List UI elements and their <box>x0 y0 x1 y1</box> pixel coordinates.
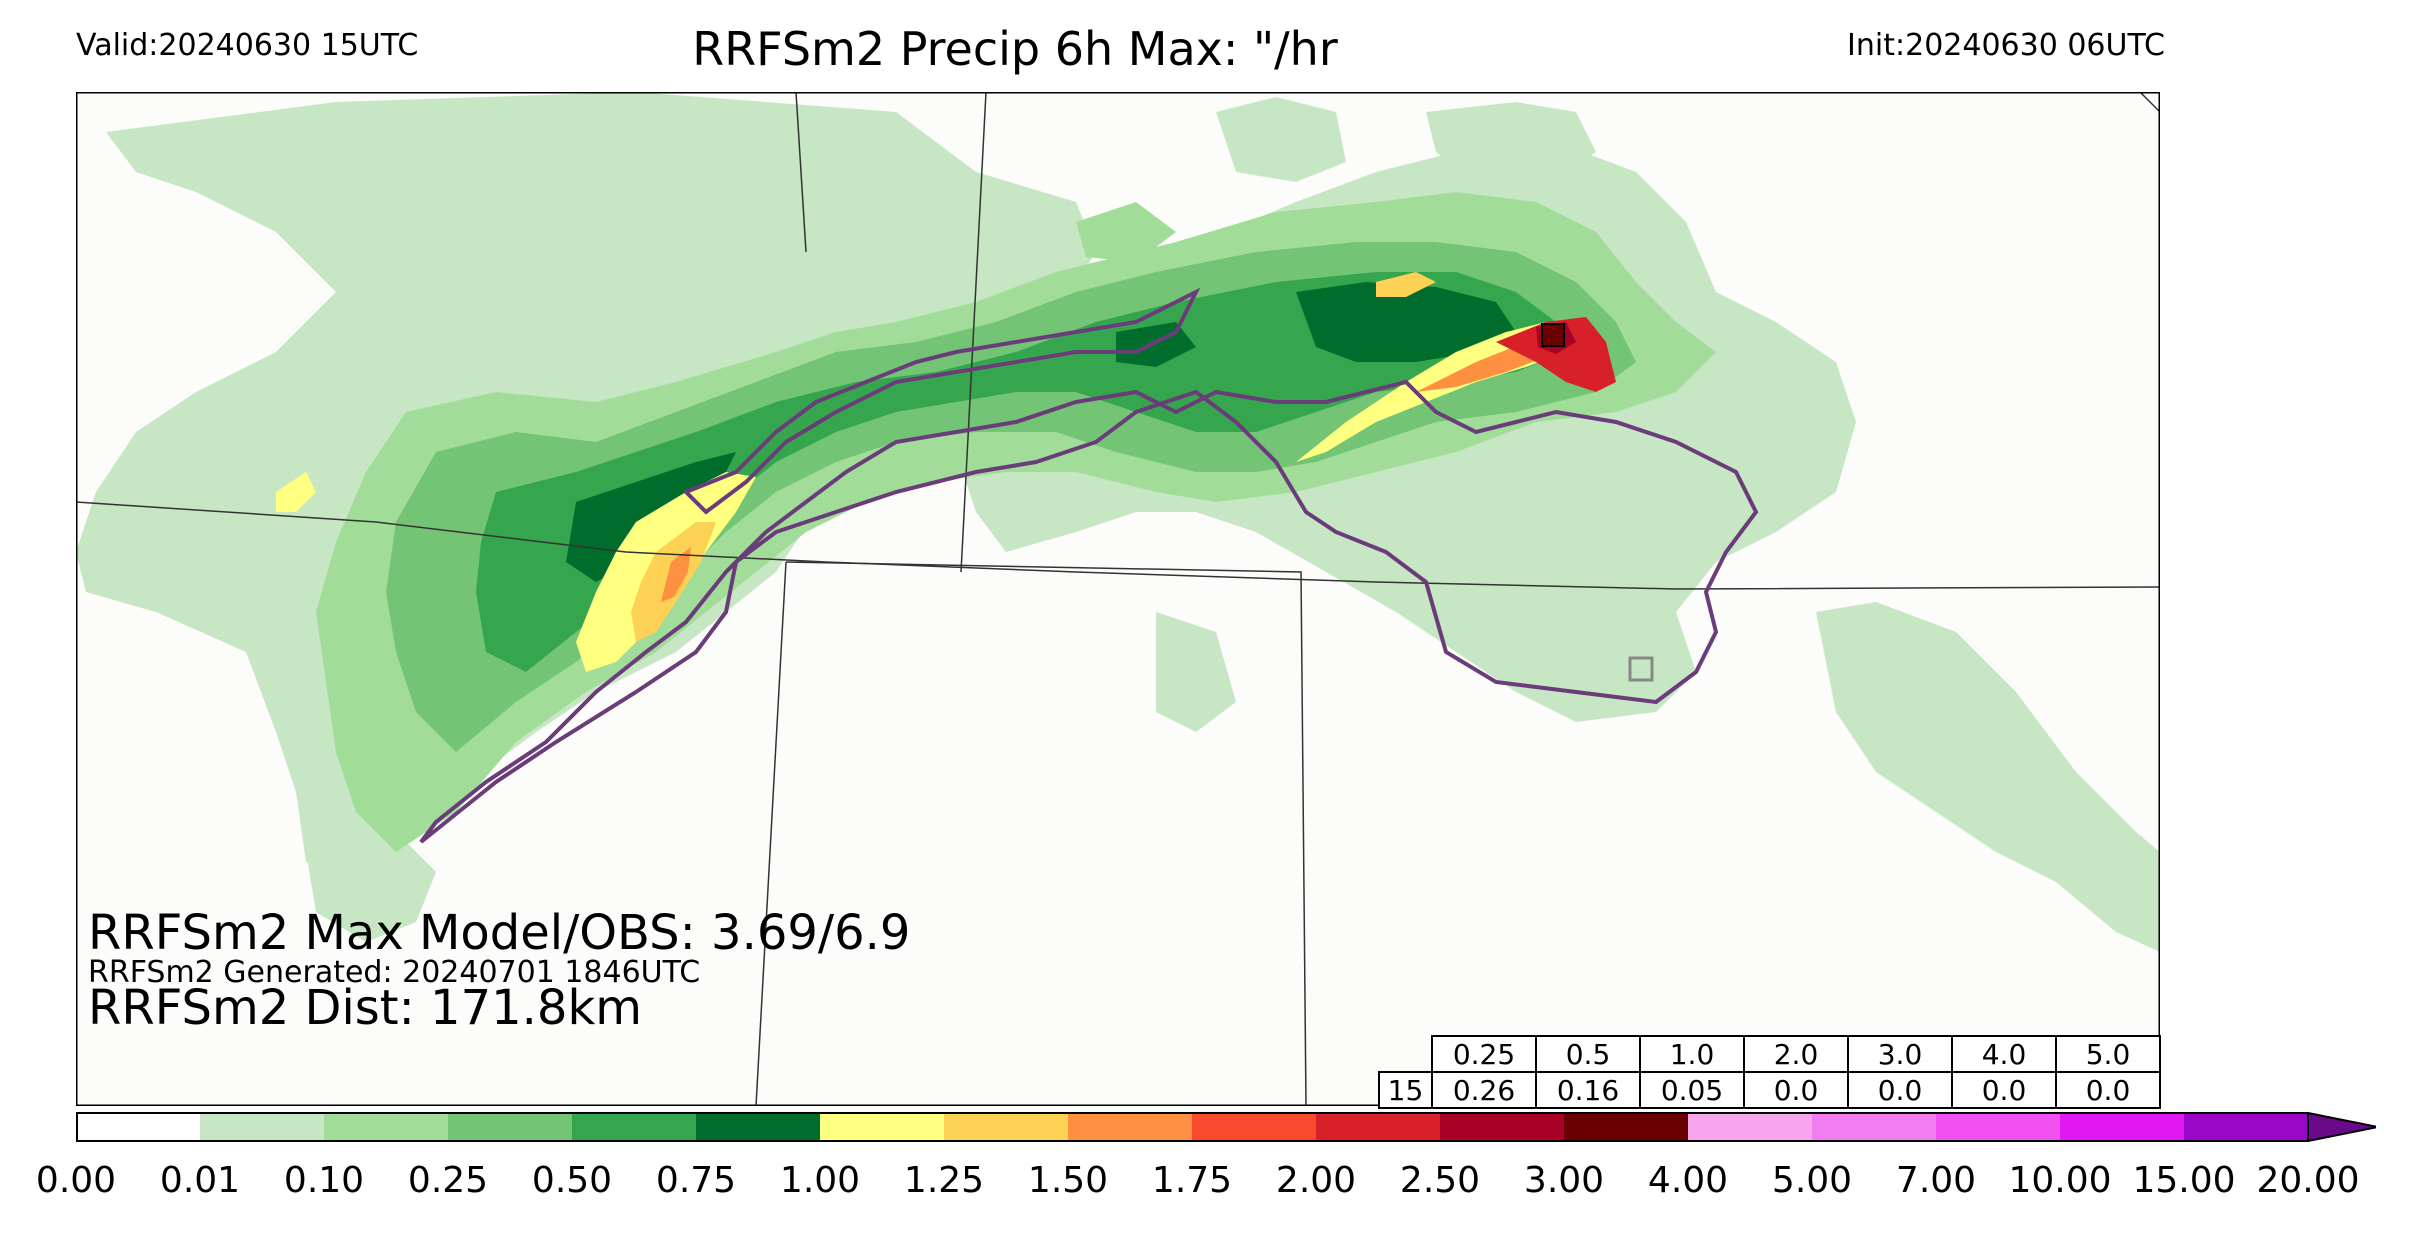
colorbar-tick-label: 0.75 <box>655 1160 737 1201</box>
init-time-label: Init:20240630 06UTC <box>1847 28 2165 63</box>
colorbar-segment <box>1812 1113 1936 1141</box>
obs-outline <box>419 287 1759 844</box>
colorbar-segment <box>1068 1113 1192 1141</box>
value-cell: 0.0 <box>2055 1071 2161 1109</box>
colorbar-segment <box>944 1113 1068 1141</box>
value-cell: 0.0 <box>1951 1071 2057 1109</box>
colorbar-segment <box>820 1113 944 1141</box>
row-label-cell: 15 <box>1378 1071 1433 1109</box>
value-cell: 0.0 <box>1847 1071 1953 1109</box>
threshold-cell: 4.0 <box>1951 1035 2057 1073</box>
precip-map[interactable] <box>76 92 2160 1106</box>
colorbar-segment <box>696 1113 820 1141</box>
threshold-header-row: 0.25 0.5 1.0 2.0 3.0 4.0 5.0 <box>1379 1035 2161 1073</box>
threshold-value-row: 15 0.26 0.16 0.05 0.0 0.0 0.0 0.0 <box>1378 1071 2161 1109</box>
map-title: RRFSm2 Precip 6h Max: "/hr <box>692 22 1338 76</box>
colorbar-tick-label: 0.25 <box>407 1160 489 1201</box>
colorbar-tick-label: 10.00 <box>2008 1160 2112 1201</box>
max-obs-marker <box>1628 656 1654 682</box>
threshold-cell: 5.0 <box>2055 1035 2161 1073</box>
colorbar <box>76 1112 2376 1142</box>
colorbar-segment <box>1192 1113 1316 1141</box>
map-frame <box>76 92 2160 1106</box>
colorbar-tick-label: 4.00 <box>1647 1160 1729 1201</box>
colorbar-tick-label: 5.00 <box>1771 1160 1853 1201</box>
colorbar-segment <box>1688 1113 1812 1141</box>
colorbar-tick-label: 0.10 <box>283 1160 365 1201</box>
max-model-obs-label: RRFSm2 Max Model/OBS: 3.69/6.9 <box>88 905 911 961</box>
colorbar-segment <box>1440 1113 1564 1141</box>
colorbar-tick-label: 2.50 <box>1399 1160 1481 1201</box>
colorbar-tick-label: 0.00 <box>35 1160 117 1201</box>
colorbar-tick-label: 7.00 <box>1895 1160 1977 1201</box>
threshold-cell: 0.25 <box>1431 1035 1537 1073</box>
colorbar-segment <box>1316 1113 1440 1141</box>
colorbar-tick-label: 3.00 <box>1523 1160 1605 1201</box>
colorbar-segment <box>1564 1113 1688 1141</box>
value-cell: 0.26 <box>1431 1071 1537 1109</box>
valid-time-label: Valid:20240630 15UTC <box>76 28 419 63</box>
colorbar-segment <box>2184 1113 2308 1141</box>
colorbar-frame <box>76 1112 2309 1142</box>
colorbar-tick-label: 1.75 <box>1151 1160 1233 1201</box>
value-cell: 0.16 <box>1535 1071 1641 1109</box>
value-cell: 0.0 <box>1743 1071 1849 1109</box>
colorbar-segment <box>200 1113 324 1141</box>
generated-label: RRFSm2 Generated: 20240701 1846UTC <box>88 955 701 990</box>
colorbar-tick-label: 20.00 <box>2256 1160 2360 1201</box>
distance-label: RRFSm2 Dist: 171.8km <box>88 980 643 1036</box>
colorbar-tick-label: 0.01 <box>159 1160 241 1201</box>
colorbar-extend-arrow <box>2307 1112 2376 1142</box>
colorbar-tick-label: 15.00 <box>2132 1160 2236 1201</box>
threshold-cell: 2.0 <box>1743 1035 1849 1073</box>
colorbar-tick-label: 1.00 <box>779 1160 861 1201</box>
value-cell: 0.05 <box>1639 1071 1745 1109</box>
threshold-cell: 0.5 <box>1535 1035 1641 1073</box>
max-model-marker <box>1541 323 1565 347</box>
colorbar-segment <box>76 1113 200 1141</box>
threshold-stats-table: 0.25 0.5 1.0 2.0 3.0 4.0 5.0 15 0.26 0.1… <box>1378 1035 2161 1109</box>
colorbar-segment <box>1936 1113 2060 1141</box>
precip-area-darkgreen <box>476 272 1566 672</box>
colorbar-segment <box>324 1113 448 1141</box>
colorbar-segment <box>2060 1113 2184 1141</box>
colorbar-segment <box>572 1113 696 1141</box>
threshold-cell: 1.0 <box>1639 1035 1745 1073</box>
precip-cores <box>276 272 1616 672</box>
colorbar-tick-label: 0.50 <box>531 1160 613 1201</box>
colorbar-segment <box>448 1113 572 1141</box>
colorbar-tick-label: 1.50 <box>1027 1160 1109 1201</box>
empty-corner-cell <box>1379 1036 1432 1072</box>
colorbar-tick-label: 2.00 <box>1275 1160 1357 1201</box>
map-canvas <box>76 92 2160 1106</box>
threshold-cell: 3.0 <box>1847 1035 1953 1073</box>
state-borders <box>76 92 2160 1106</box>
colorbar-tick-label: 1.25 <box>903 1160 985 1201</box>
